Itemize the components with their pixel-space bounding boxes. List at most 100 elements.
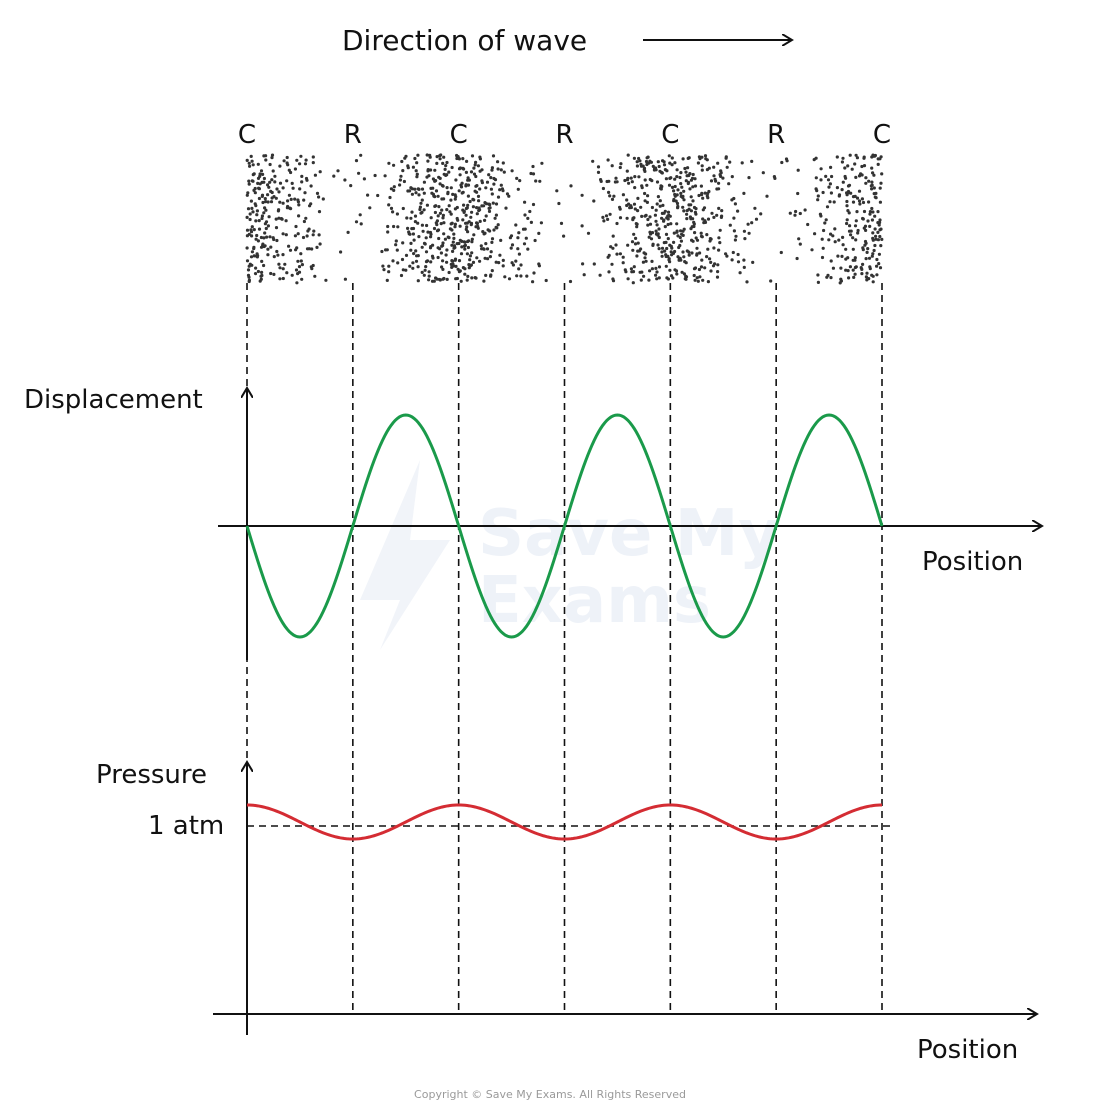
particle-dot <box>732 216 736 220</box>
particle-dot <box>695 253 699 257</box>
particle-dot <box>246 207 251 211</box>
particle-dot <box>468 264 472 268</box>
particle-dot <box>267 215 271 219</box>
particle-dot <box>742 191 746 195</box>
particle-dot <box>713 177 717 181</box>
particle-dot <box>278 200 282 204</box>
particle-dot <box>618 252 623 256</box>
particle-dot <box>484 273 488 277</box>
particle-dot <box>442 221 446 225</box>
particle-dot <box>424 236 428 240</box>
particle-dot <box>299 252 303 256</box>
particle-dot <box>673 192 677 197</box>
particle-dot <box>604 214 609 218</box>
particle-dot <box>247 275 251 279</box>
label-compression: C <box>661 120 679 150</box>
particle-dot <box>257 219 261 223</box>
particle-dot <box>639 278 643 282</box>
particle-dot <box>463 267 467 271</box>
particle-dot <box>277 208 281 212</box>
particle-dot <box>303 191 307 195</box>
particle-dot <box>648 230 652 234</box>
particle-dot <box>343 178 347 182</box>
particle-dot <box>682 227 686 231</box>
particle-dot <box>870 180 874 184</box>
particle-dot <box>425 153 429 157</box>
particle-dot <box>418 205 422 209</box>
particle-dot <box>387 264 391 268</box>
particle-dot <box>623 178 627 183</box>
particle-dot <box>429 235 433 239</box>
particle-dot <box>492 182 496 186</box>
particle-dot <box>321 197 325 201</box>
particle-dot <box>680 270 684 274</box>
particle-dot <box>256 269 260 274</box>
particle-dot <box>878 186 882 190</box>
particle-dot <box>259 235 263 240</box>
particle-dot <box>489 274 493 278</box>
particle-dot <box>287 244 291 248</box>
particle-dot <box>264 158 268 162</box>
copyright-notice: Copyright © Save My Exams. All Rights Re… <box>414 1088 686 1101</box>
particle-dot <box>254 237 258 241</box>
particle-dot <box>634 222 638 226</box>
particle-dot <box>302 198 306 202</box>
particle-dot <box>607 253 611 257</box>
particle-dot <box>514 259 518 263</box>
particle-dot <box>476 224 480 229</box>
particle-dot <box>469 215 473 219</box>
particle-dot <box>658 199 662 203</box>
particle-dot <box>305 234 309 238</box>
particle-dot <box>401 268 405 272</box>
particle-dot <box>684 179 688 183</box>
particle-dot <box>475 256 479 260</box>
particle-dot <box>643 178 647 182</box>
particle-dot <box>640 214 644 218</box>
particle-dot <box>794 209 798 214</box>
particle-dot <box>382 268 386 272</box>
particle-dot <box>313 173 317 177</box>
particle-dot <box>309 202 313 206</box>
particle-dot <box>354 220 359 224</box>
particle-dot <box>494 260 498 264</box>
particle-dot <box>740 161 744 165</box>
particle-dot <box>441 259 445 263</box>
particle-dot <box>478 187 482 191</box>
particle-dot <box>580 193 584 197</box>
particle-dot <box>878 234 882 239</box>
particle-dot <box>257 187 261 191</box>
displacement-graph: Displacement Position <box>24 385 1042 660</box>
particle-dot <box>399 273 404 278</box>
particle-dot <box>555 189 559 193</box>
particle-dot <box>878 218 882 222</box>
particle-dot <box>430 254 435 258</box>
particle-dot <box>733 238 738 242</box>
particle-dot <box>685 212 689 216</box>
particle-dot <box>835 155 839 159</box>
particle-dot <box>435 277 439 281</box>
particle-dot <box>707 189 711 194</box>
particle-dot <box>633 175 637 179</box>
particle-dot <box>663 249 667 253</box>
particle-dot <box>607 270 611 274</box>
particle-dot <box>860 272 864 276</box>
particle-dot <box>517 252 522 256</box>
particle-dot <box>780 160 784 165</box>
particle-dot <box>431 177 435 181</box>
particle-dot <box>719 174 723 178</box>
particle-dot <box>853 258 857 262</box>
particle-dot <box>268 180 272 184</box>
particle-dot <box>497 261 501 265</box>
particle-dot <box>646 223 650 227</box>
particle-dot <box>449 198 453 202</box>
particle-dot <box>295 158 299 162</box>
particle-dot <box>829 276 833 280</box>
particle-dot <box>636 196 640 200</box>
particle-dot <box>270 153 275 157</box>
particle-dot <box>411 232 415 236</box>
particle-dot <box>443 237 447 241</box>
particle-dot <box>468 258 472 262</box>
particle-dot <box>286 199 290 203</box>
particle-dot <box>668 176 672 180</box>
particle-dot <box>462 167 466 171</box>
